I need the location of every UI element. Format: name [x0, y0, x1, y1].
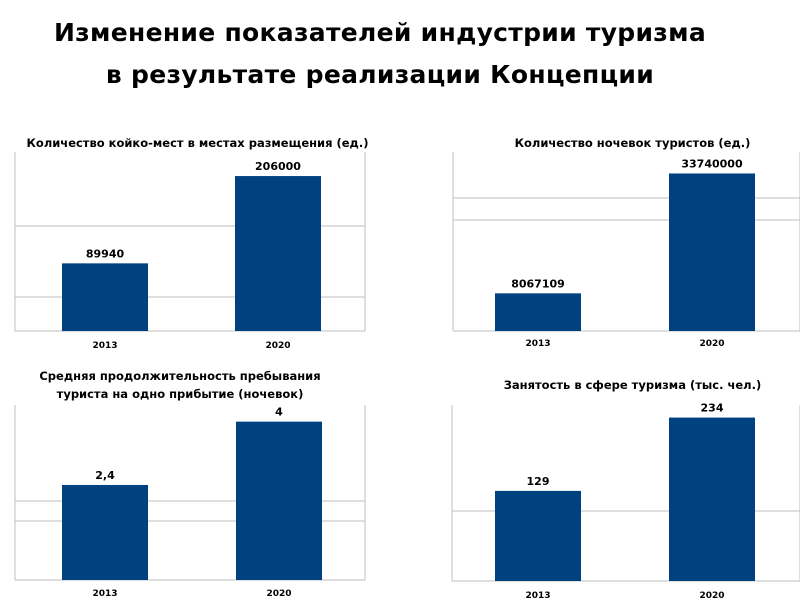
data-label-2013: 8067109 [511, 277, 565, 290]
bar-2020 [669, 417, 755, 581]
page-title-line-1: Изменение показателей индустрии туризма [53, 18, 707, 47]
data-label-2020: 206000 [255, 160, 301, 173]
x-tick-label-2020: 2020 [265, 341, 290, 351]
x-tick-label-2020: 2020 [699, 339, 724, 349]
data-label-2020: 4 [275, 406, 283, 419]
data-label-2013: 89940 [86, 247, 125, 260]
bar-2013 [495, 293, 581, 331]
chart-4-title: Занятость в сфере туризма (тыс. чел.) [503, 378, 762, 392]
x-tick-label-2020: 2020 [266, 589, 291, 599]
chart-3-title: Средняя продолжительность пребывания тур… [39, 369, 321, 401]
chart-2-title: Количество ночевок туристов (ед.) [514, 136, 751, 150]
x-tick-label-2013: 2013 [525, 339, 550, 349]
bar-2020 [669, 173, 755, 331]
bar-2013 [62, 484, 148, 580]
bar-2020 [235, 176, 321, 331]
bar-2020 [236, 421, 322, 580]
data-label-2020: 33740000 [681, 157, 743, 170]
x-tick-label-2013: 2013 [525, 591, 550, 601]
bar-2013 [495, 490, 581, 581]
data-label-2013: 2,4 [95, 469, 115, 482]
bar-2013 [62, 263, 148, 331]
x-tick-label-2013: 2013 [92, 589, 117, 599]
data-label-2020: 234 [701, 402, 724, 415]
page-title-line-2: в результате реализации Концепции [105, 60, 655, 89]
chart-1-title: Количество койко-мест в местах размещени… [26, 136, 369, 150]
data-label-2013: 129 [527, 475, 550, 488]
x-tick-label-2020: 2020 [699, 591, 724, 601]
x-tick-label-2013: 2013 [92, 341, 117, 351]
